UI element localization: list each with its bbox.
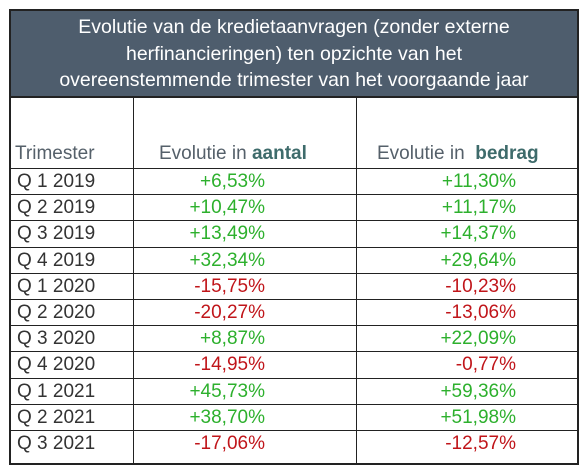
row-quarter: Q 2 2021 bbox=[17, 406, 96, 428]
row-aantal-value: +45,73% bbox=[189, 380, 265, 402]
row-quarter: Q 4 2020 bbox=[17, 354, 96, 376]
row-divider bbox=[11, 194, 577, 196]
row-quarter: Q 3 2020 bbox=[17, 328, 96, 350]
row-quarter: Q 2 2020 bbox=[17, 302, 96, 323]
row-aantal-value: -20,27% bbox=[194, 302, 265, 323]
column-divider bbox=[356, 98, 357, 463]
header-evolutie-aantal: Evolutie in aantal bbox=[159, 143, 307, 165]
row-quarter: Q 2 2019 bbox=[17, 197, 96, 219]
row-divider bbox=[11, 403, 577, 405]
title-line: overeenstemmende trimester van het voorg… bbox=[59, 69, 529, 91]
row-divider bbox=[11, 325, 577, 327]
row-quarter: Q 1 2019 bbox=[17, 171, 96, 192]
row-bedrag-value: +11,17% bbox=[441, 197, 516, 219]
row-quarter: Q 1 2020 bbox=[17, 275, 96, 297]
row-bedrag-value: +14,37% bbox=[440, 223, 516, 245]
header-aantal-prefix: Evolutie in bbox=[159, 143, 252, 164]
header-aantal-bold: aantal bbox=[251, 143, 307, 164]
header-evolutie-bedrag: Evolutie in bedrag bbox=[377, 143, 539, 165]
row-aantal-value: +10,47% bbox=[189, 197, 265, 219]
header-bedrag-prefix: Evolutie in bbox=[377, 143, 476, 164]
row-divider bbox=[11, 430, 577, 431]
row-aantal-value: +13,49% bbox=[189, 223, 265, 245]
row-bedrag-value: -10,23% bbox=[445, 275, 516, 297]
row-aantal-value: -15,75% bbox=[194, 275, 265, 297]
row-aantal-value: +38,70% bbox=[189, 406, 265, 428]
row-bedrag-value: +22,09% bbox=[440, 328, 516, 350]
row-divider bbox=[11, 377, 577, 379]
row-aantal-value: -14,95% bbox=[194, 354, 265, 376]
row-bedrag-value: -12,57% bbox=[445, 433, 516, 454]
row-divider bbox=[11, 220, 577, 222]
column-divider bbox=[133, 98, 134, 463]
row-aantal-value: +6,53% bbox=[200, 171, 265, 192]
row-divider bbox=[11, 272, 577, 274]
title-line: herfinancieringen) ten opzichte van het bbox=[125, 43, 463, 65]
header-bedrag-bold: bedrag bbox=[475, 143, 539, 164]
header-trimester: Trimester bbox=[15, 143, 95, 164]
row-aantal-value: -17,06% bbox=[194, 433, 265, 454]
title-line: Evolutie van de kredietaanvragen (zonder… bbox=[78, 16, 510, 38]
row-bedrag-value: +29,64% bbox=[440, 249, 516, 271]
row-quarter: Q 1 2021 bbox=[17, 380, 96, 402]
row-divider bbox=[11, 168, 577, 169]
row-quarter: Q 3 2021 bbox=[17, 433, 96, 454]
table-title-band: Evolutie van de kredietaanvragen (zonder… bbox=[11, 11, 577, 98]
row-aantal-value: +32,34% bbox=[189, 249, 265, 271]
row-bedrag-value: -0,77% bbox=[455, 354, 516, 376]
row-bedrag-value: -13,06% bbox=[445, 302, 516, 323]
row-aantal-value: +8,87% bbox=[200, 328, 265, 350]
credit-evolution-table: Evolutie van de kredietaanvragen (zonder… bbox=[9, 9, 579, 465]
row-divider bbox=[11, 351, 577, 353]
row-divider bbox=[11, 299, 577, 300]
row-quarter: Q 3 2019 bbox=[17, 223, 96, 245]
row-quarter: Q 4 2019 bbox=[17, 249, 96, 271]
row-divider bbox=[11, 246, 577, 248]
row-bedrag-value: +11,30% bbox=[441, 171, 516, 192]
row-bedrag-value: +59,36% bbox=[440, 380, 516, 402]
row-bedrag-value: +51,98% bbox=[440, 406, 516, 428]
